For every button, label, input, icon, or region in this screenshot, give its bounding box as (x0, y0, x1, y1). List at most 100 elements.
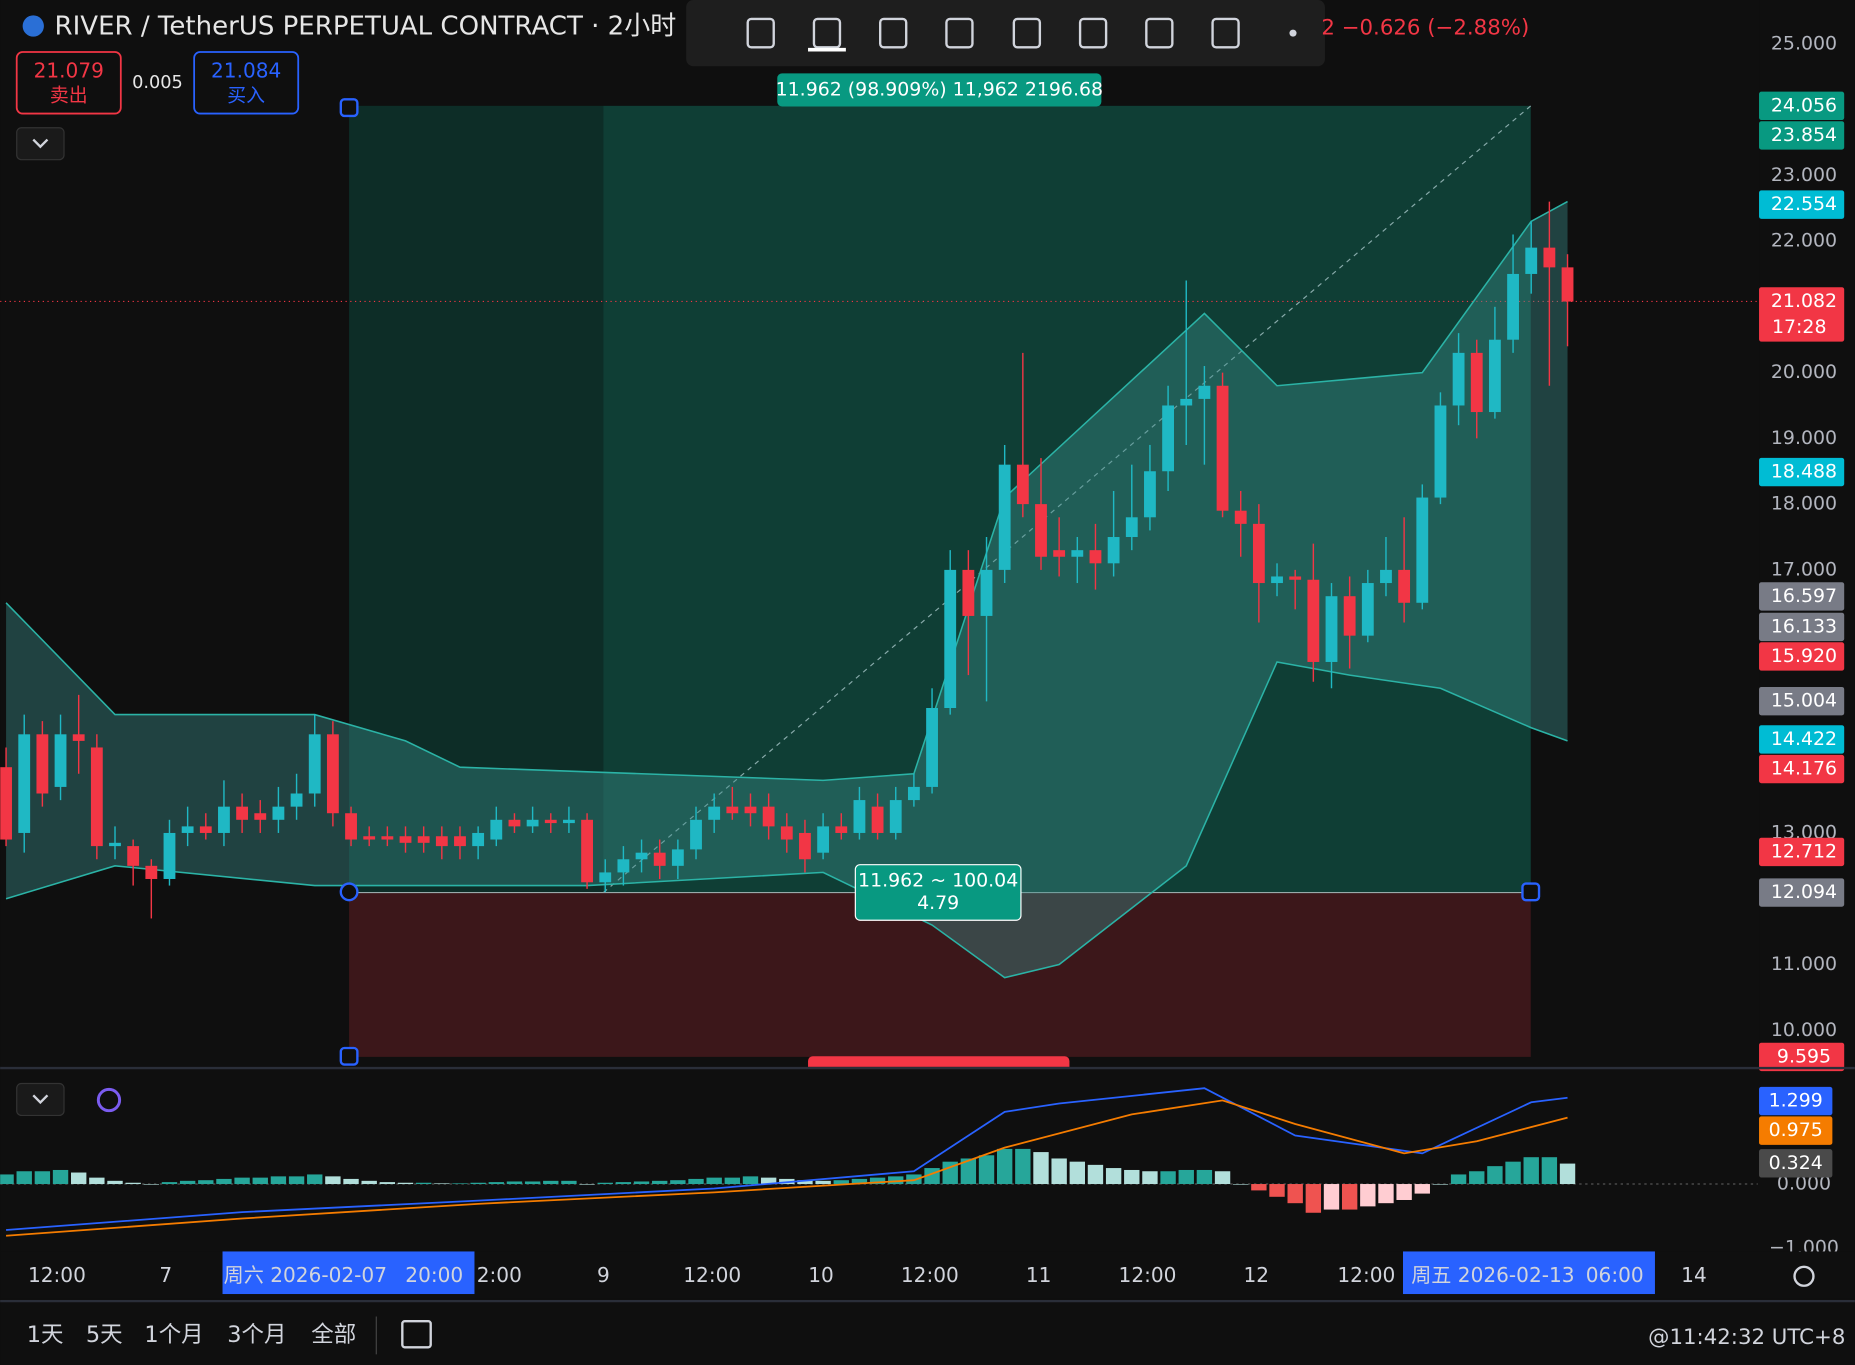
time-label: 7 (159, 1263, 172, 1287)
candle-body (1307, 579, 1320, 662)
candle-body (236, 806, 249, 820)
candle-body (762, 806, 775, 827)
handle[interactable] (1521, 882, 1541, 902)
macd-bar (888, 1176, 904, 1185)
macd-bar (724, 1177, 741, 1185)
candle-body (1162, 405, 1175, 472)
price-tag-label: 18.488 (1771, 461, 1837, 483)
time-label: 2:00 (477, 1263, 522, 1287)
buy-button[interactable] (193, 51, 300, 115)
range-button[interactable]: 全部 (311, 1322, 356, 1348)
candle-body (744, 806, 757, 814)
macd-bar (1341, 1184, 1358, 1210)
candle-body (581, 819, 593, 883)
time-label: 12:00 (901, 1263, 959, 1287)
toolbar-button[interactable] (812, 17, 842, 49)
macd-tag (1759, 1086, 1833, 1116)
settings-icon[interactable] (1793, 1265, 1815, 1287)
collapse-button[interactable] (16, 1082, 65, 1117)
candle-body (54, 734, 67, 787)
macd-bar (633, 1181, 650, 1185)
time-label: 14 (1681, 1263, 1707, 1287)
price-tag-label: 21.082 (1771, 290, 1837, 312)
toolbar-button[interactable] (1012, 17, 1042, 49)
macd-bar (143, 1184, 160, 1185)
price-change: 2 −0.626 (−2.88%) (1321, 15, 1529, 40)
price-tag-label: 23.854 (1771, 124, 1837, 146)
date-range-icon[interactable] (401, 1320, 432, 1349)
price-tag (1759, 190, 1845, 219)
refresh-icon[interactable] (96, 1087, 122, 1113)
handle[interactable] (339, 98, 359, 118)
time-label: 12 (1244, 1263, 1270, 1287)
candle-body (399, 836, 412, 843)
candle-body (1361, 583, 1374, 636)
macd-bar (1142, 1171, 1158, 1185)
price-tag-label: 14.422 (1771, 728, 1837, 750)
macd-bar (307, 1174, 323, 1185)
collapse-button[interactable] (16, 127, 65, 161)
handle[interactable] (339, 882, 359, 902)
price-tag-label: 24.056 (1771, 94, 1837, 116)
macd-bar (1269, 1184, 1285, 1197)
candle-body (1125, 517, 1138, 538)
candle-body (1434, 405, 1447, 498)
macd-bar (1087, 1164, 1104, 1185)
sell-button[interactable] (15, 51, 122, 115)
candle-body (0, 767, 12, 840)
candle-body (326, 734, 339, 814)
candle-body (690, 819, 702, 850)
range-button[interactable]: 1个月 (144, 1322, 203, 1348)
crosshair-date-box (1403, 1251, 1655, 1295)
candle-body (1234, 510, 1247, 524)
toolbar-button[interactable] (1211, 17, 1240, 49)
crosshair-date-box (222, 1251, 475, 1295)
macd-bar (1051, 1158, 1067, 1185)
macd-bar (71, 1172, 87, 1185)
entry-label: 11.962 ~ 100.04 (858, 870, 1018, 892)
candle-body (726, 806, 739, 814)
time-label: 12:00 (1337, 1263, 1395, 1287)
macd-bar (815, 1180, 831, 1185)
toolbar-button[interactable] (1145, 17, 1174, 49)
time-label: 12:00 (683, 1263, 741, 1287)
toolbar-button[interactable] (1078, 17, 1108, 49)
candle-body (1016, 464, 1029, 505)
macd-bar (652, 1180, 668, 1185)
handle[interactable] (339, 1046, 359, 1066)
candle-body (1216, 385, 1229, 511)
macd-bar (742, 1176, 759, 1185)
range-button[interactable]: 1天 (27, 1322, 64, 1348)
price-tag (1759, 91, 1845, 121)
candle-body (617, 859, 630, 873)
macd-bar (978, 1155, 995, 1185)
price-tag-time: 17:28 (1772, 316, 1827, 338)
symbol-title: RIVER / TetherUS PERPETUAL CONTRACT · 2小… (55, 12, 718, 42)
macd-bar (1469, 1171, 1485, 1185)
toolbar (686, 0, 1325, 67)
macd-bar (288, 1176, 305, 1185)
price-tag-label: 14.176 (1771, 758, 1837, 780)
candle-body (18, 734, 31, 833)
range-button[interactable]: 3个月 (227, 1322, 286, 1348)
price-tag-label: 16.597 (1771, 585, 1837, 607)
toolbar-button[interactable] (945, 17, 974, 49)
candle-body (1252, 523, 1265, 584)
range-button[interactable]: 5天 (86, 1322, 123, 1348)
toolbar-button[interactable] (746, 17, 775, 49)
band-fill (6, 201, 1568, 978)
macd-bar (1487, 1166, 1503, 1185)
candle-body (980, 569, 993, 616)
price-tick-label: 19.000 (1771, 427, 1837, 449)
ratio-label: 4.79 (917, 892, 959, 914)
time-label: 12:00 (28, 1263, 86, 1287)
macd-bar (415, 1182, 432, 1185)
macd-bar (397, 1182, 414, 1185)
macd-bar (1523, 1157, 1539, 1185)
price-tag-label: 12.712 (1771, 840, 1837, 862)
candle-body (199, 826, 212, 833)
toolbar-button[interactable] (1289, 29, 1297, 37)
buy-label: 买入 (227, 84, 265, 106)
toolbar-button[interactable] (879, 17, 908, 49)
macd-bar (561, 1180, 577, 1185)
